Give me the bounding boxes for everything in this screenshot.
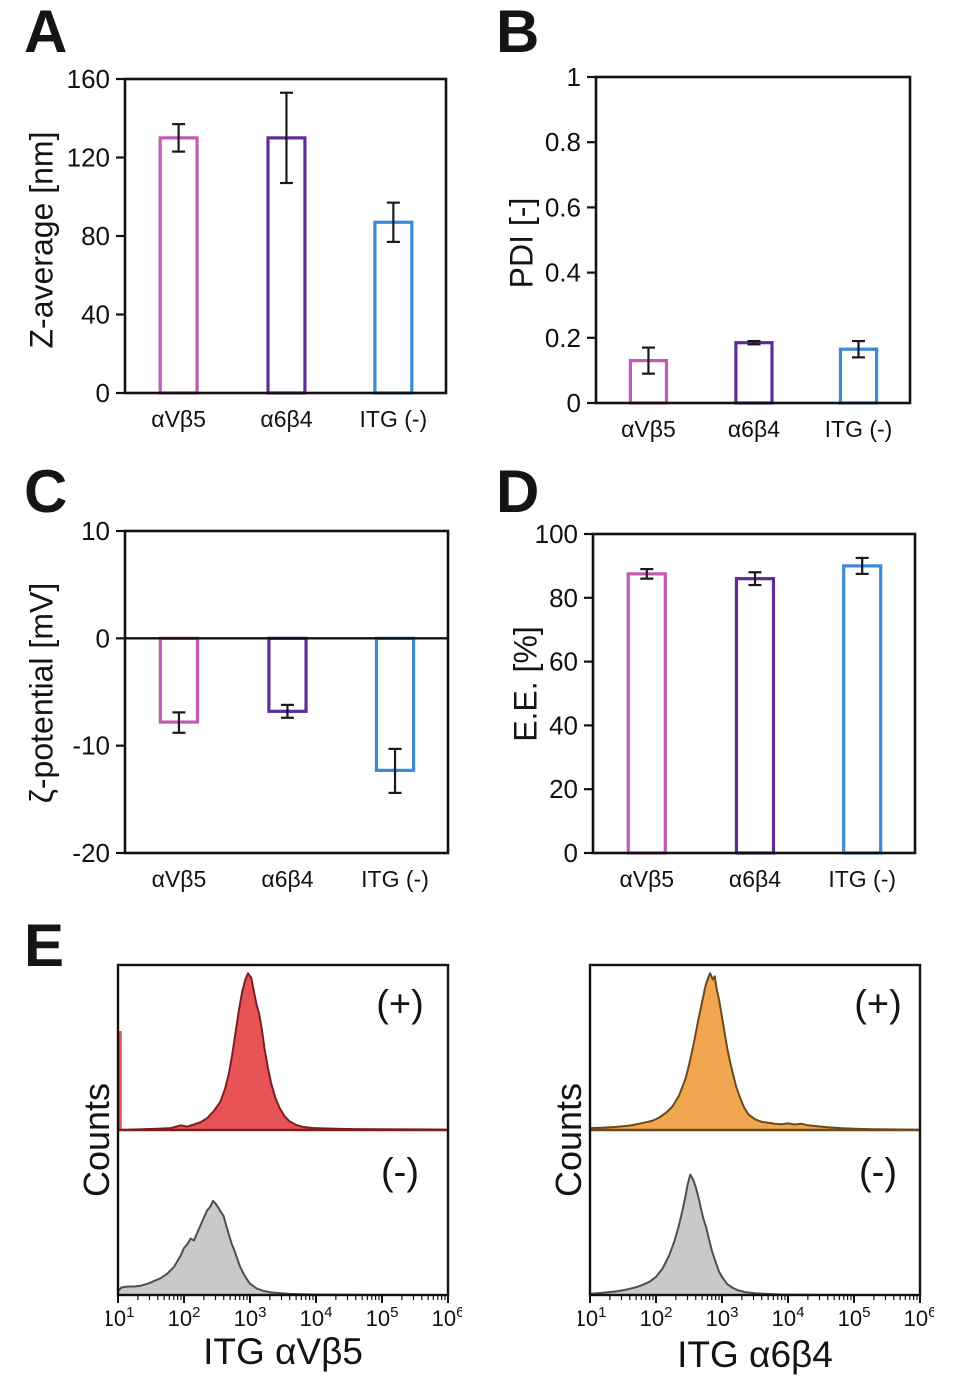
histogram-curve-negative	[589, 1173, 921, 1296]
panel-d-letter: D	[496, 458, 540, 525]
y-tick-label: 100	[535, 519, 578, 549]
hist-left-negative-label: (-)	[381, 1151, 419, 1194]
histogram-curve-positive	[117, 972, 449, 1131]
x-category-label: αVβ5	[152, 866, 207, 892]
x-tick-label: 106	[904, 1304, 934, 1331]
hist-right-positive-label: (+)	[854, 983, 902, 1026]
x-category-label: ITG (-)	[828, 866, 896, 892]
bar-α6β4	[734, 341, 774, 405]
plot-border	[123, 529, 450, 855]
y-tick-label: 0.4	[545, 258, 581, 288]
x-tick-label: 104	[772, 1304, 805, 1331]
y-tick-label: 0	[96, 623, 110, 653]
y-tick-label: 0	[567, 388, 581, 418]
plot-border	[591, 532, 917, 855]
histogram-curve-positive	[589, 972, 921, 1131]
y-tick-label: 120	[67, 143, 110, 173]
x-category-label: αVβ5	[151, 406, 206, 432]
histogram-curve-negative	[117, 1199, 449, 1296]
plot-border	[588, 963, 922, 1297]
bar-αVβ5	[626, 572, 667, 855]
bar-αVβ5	[158, 636, 200, 724]
x-tick-label: 105	[366, 1304, 399, 1331]
x-tick-label: 103	[234, 1304, 267, 1331]
y-tick-label: 0	[564, 838, 578, 868]
x-category-label: ITG (-)	[360, 406, 428, 432]
x-category-label: ITG (-)	[361, 866, 429, 892]
x-category-label: α6β4	[260, 406, 312, 432]
y-tick-label: 10	[81, 516, 110, 546]
x-category-label: α6β4	[729, 866, 781, 892]
bar-α6β4	[734, 577, 776, 855]
y-tick-label: 1	[567, 62, 581, 92]
plot-border	[116, 963, 450, 1297]
y-tick-label: 80	[81, 221, 110, 251]
hist-left-x-axis-title: ITG αVβ5	[203, 1331, 363, 1372]
y-tick-label: 40	[549, 710, 578, 740]
y-tick-label: 20	[549, 774, 578, 804]
y-tick-label: -20	[72, 838, 110, 868]
hist-right-chart: 101 102 103 104 105 106	[578, 963, 934, 1331]
x-tick-label: 101	[578, 1304, 606, 1331]
panel-b-chart: 1 0.8 0.6 0.4 0.2 0 αVβ5 α6β4 ITG (-)	[545, 62, 912, 442]
panel-c-letter: C	[24, 458, 68, 525]
x-category-label: αVβ5	[619, 866, 674, 892]
panel-c-chart: 10 0 -10 -20 αVβ5 α6β4 ITG (-)	[72, 516, 450, 892]
x-tick-label: 102	[640, 1304, 673, 1331]
x-tick-label: 102	[168, 1304, 201, 1331]
plot-border	[594, 75, 912, 405]
y-tick-label: 40	[81, 300, 110, 330]
x-tick-label: 103	[706, 1304, 739, 1331]
y-tick-label: 0.6	[545, 192, 581, 222]
bar-αVβ5	[158, 136, 199, 395]
bar-ITG (-)	[373, 220, 414, 395]
y-tick-label: 80	[549, 583, 578, 613]
panel-d-chart: 100 80 60 40 20 0 αVβ5 α6β4 ITG (-)	[535, 519, 917, 892]
hist-left-chart: 101 102 103 104 105 106	[106, 963, 462, 1331]
panel-e-letter: E	[24, 912, 65, 979]
bar-α6β4	[267, 636, 308, 713]
x-tick-label: 101	[106, 1304, 134, 1331]
y-tick-label: -10	[72, 731, 110, 761]
y-tick-label: 60	[549, 647, 578, 677]
x-category-label: αVβ5	[621, 416, 676, 442]
panel-a-chart: 160 120 80 40 0 αVβ5 α6β4 ITG (-)	[67, 64, 448, 432]
panel-b-letter: B	[496, 0, 540, 65]
x-tick-label: 105	[838, 1304, 871, 1331]
x-category-label: α6β4	[261, 866, 313, 892]
x-tick-label: 106	[432, 1304, 462, 1331]
x-category-label: α6β4	[728, 416, 780, 442]
y-tick-label: 0	[96, 378, 110, 408]
bar-ITG (-)	[842, 564, 883, 855]
hist-right-x-axis-title: ITG α6β4	[677, 1334, 833, 1375]
panel-a-letter: A	[24, 0, 68, 65]
hist-left-positive-label: (+)	[376, 983, 424, 1026]
y-tick-label: 160	[67, 64, 110, 94]
y-tick-label: 0.2	[545, 323, 581, 353]
hist-right-negative-label: (-)	[859, 1151, 897, 1194]
y-tick-label: 0.8	[545, 127, 581, 157]
x-category-label: ITG (-)	[825, 416, 893, 442]
x-tick-label: 104	[300, 1304, 333, 1331]
